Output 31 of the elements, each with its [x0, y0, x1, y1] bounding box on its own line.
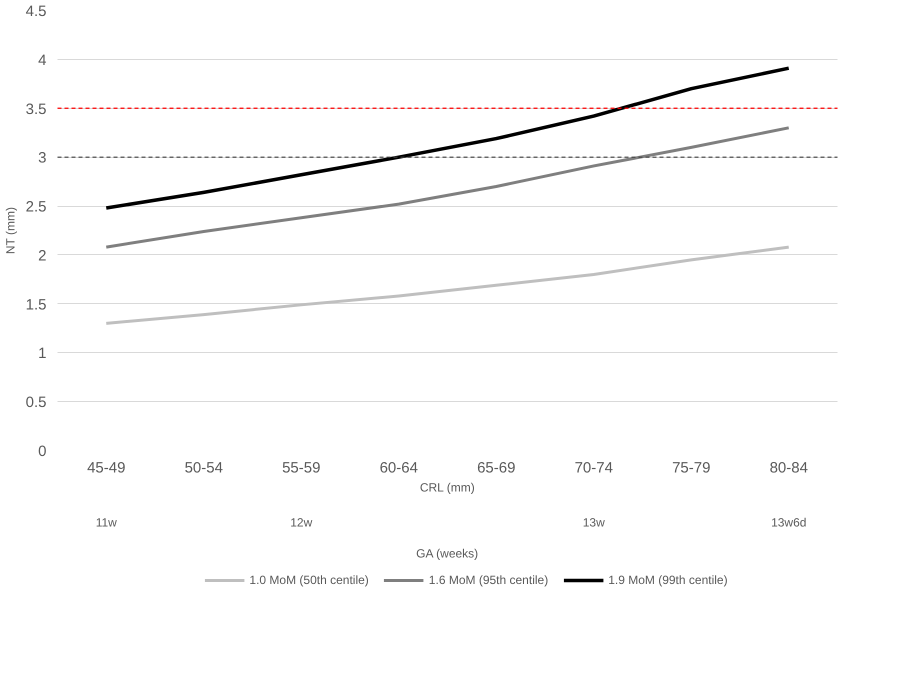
line-series	[104, 126, 790, 249]
x-tick-label: 45-49	[87, 460, 126, 476]
legend-label: 1.6 MoM (95th centile)	[428, 573, 548, 587]
y-tick-label: 0	[38, 443, 46, 460]
y-tick-label: 3	[38, 150, 46, 167]
y-tick-label: 1	[38, 345, 46, 362]
x-axis-title: CRL (mm)	[420, 480, 475, 494]
text: 13w6d	[771, 516, 806, 530]
legend-label: 1.9 MoM (99th centile)	[608, 573, 728, 587]
text: GA (weeks)	[416, 546, 478, 560]
y-tick-label: 3.5	[26, 100, 47, 118]
x-tick-label: 55-59	[282, 460, 320, 476]
text: 11w	[96, 516, 118, 530]
x-tick-label: 60-64	[380, 460, 418, 476]
y-tick-label: 1.5	[26, 296, 47, 314]
x-tick-label: 80-84	[770, 460, 808, 476]
x-tick-label: 70-74	[574, 460, 613, 476]
line-series	[104, 66, 790, 210]
y-axis-title: NT (mm)	[4, 207, 18, 254]
y-tick-label: 0.5	[26, 394, 47, 412]
text: 12w	[290, 516, 313, 530]
x-tick-label: 50-54	[184, 460, 223, 476]
line-series	[104, 246, 790, 325]
y-tick-label: 4	[38, 52, 46, 69]
text: 13w	[582, 516, 606, 530]
y-tick-label: 2.5	[26, 198, 47, 216]
x-tick-label: 65-69	[477, 460, 516, 476]
y-tick-label: 4.5	[26, 3, 47, 20]
y-tick-label: 2	[38, 247, 46, 264]
x-tick-label: 75-79	[672, 460, 710, 476]
legend-label: 1.0 MoM (50th centile)	[249, 573, 369, 587]
